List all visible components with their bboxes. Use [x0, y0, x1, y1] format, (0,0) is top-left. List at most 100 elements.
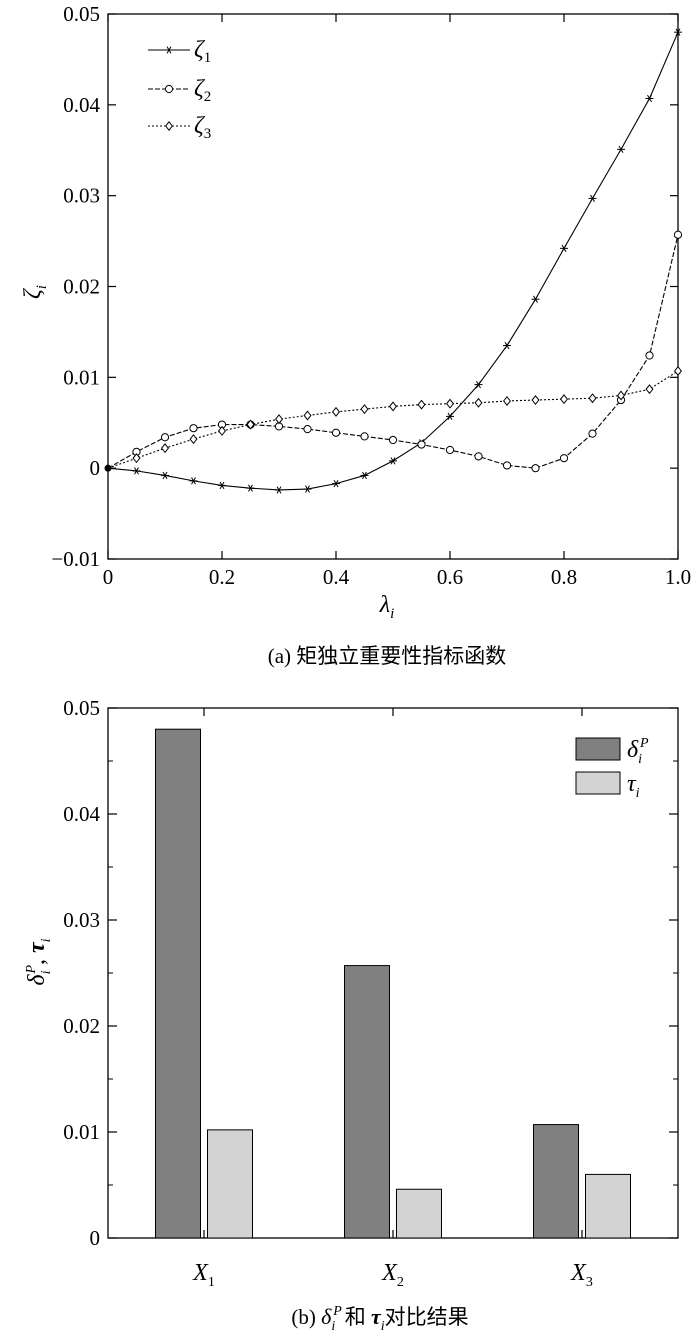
- data-point-zeta3: [160, 443, 170, 454]
- data-point-zeta2: [164, 84, 174, 94]
- legend-swatch-tau: [575, 771, 621, 795]
- series-line-zeta3: [107, 370, 679, 469]
- data-point-zeta3: [388, 401, 398, 412]
- data-point-zeta2: [645, 351, 654, 360]
- data-point-zeta2: [588, 429, 597, 438]
- data-point-zeta3: [531, 395, 540, 406]
- legend-label-delta: δiP: [627, 736, 649, 767]
- data-point-zeta3: [645, 384, 654, 395]
- origin-point: [104, 464, 112, 472]
- caption-b: (b) δiP 和 τi对比结果: [291, 1304, 468, 1334]
- line-chart-ticks: 0 0.2 0.4 0.6 0.8 1.0−0.0100.010.020.030.040.…: [51, 2, 691, 589]
- legend-label-tau: τi: [627, 771, 640, 801]
- category-label-x3: X3: [570, 1260, 593, 1290]
- y-tick-label-a: 0: [90, 456, 101, 480]
- data-point-zeta2: [474, 452, 483, 461]
- y-tick-label-a: 0.05: [63, 2, 100, 26]
- data-point-zeta1: [246, 484, 255, 492]
- data-point-zeta2: [331, 428, 341, 437]
- data-point-zeta2: [189, 424, 198, 433]
- y-tick-label-a: 0.03: [63, 184, 100, 208]
- data-point-zeta3: [189, 434, 198, 445]
- bar-tau-x1: [207, 1129, 253, 1239]
- bar-chart-ticks: 0 0.01 0.02 0.03 0.04 0.05: [63, 696, 678, 1250]
- y-axis-label-a: ζi: [20, 285, 50, 299]
- line-legend-swatches: [148, 46, 190, 132]
- data-point-zeta1: [275, 486, 283, 494]
- data-point-zeta1: [303, 485, 312, 493]
- data-point-zeta1: [474, 380, 483, 389]
- legend-swatch-delta: [575, 737, 621, 761]
- data-point-zeta1: [531, 295, 540, 303]
- y-tick-label-b: 0: [90, 1226, 101, 1250]
- data-point-zeta1: [165, 46, 173, 54]
- data-point-zeta2: [303, 425, 312, 434]
- data-point-zeta1: [503, 341, 511, 350]
- data-point-zeta2: [445, 445, 455, 455]
- data-point-zeta3: [588, 393, 597, 404]
- data-point-zeta1: [389, 457, 397, 465]
- legend-label-zeta1: ζ1: [194, 37, 211, 66]
- bar-delta-x2: [344, 965, 390, 1239]
- data-point-zeta2: [417, 440, 426, 449]
- y-tick-label-a: 0.02: [63, 275, 100, 299]
- y-tick-label-a: 0.01: [63, 365, 100, 389]
- data-point-zeta2: [502, 461, 512, 470]
- data-point-zeta1: [360, 471, 369, 480]
- legend-label-zeta2: ζ2: [194, 76, 211, 105]
- line-chart-series: [104, 28, 683, 494]
- data-point-zeta2: [531, 464, 540, 473]
- data-point-zeta1: [332, 479, 340, 488]
- data-point-zeta3: [132, 453, 141, 464]
- line-chart: 0 0.2 0.4 0.6 0.8 1.0−0.0100.010.020.030.040.…: [20, 2, 691, 668]
- data-point-zeta1: [588, 194, 597, 203]
- data-point-zeta3: [360, 404, 369, 415]
- x-axis-label-a: λi: [379, 592, 395, 622]
- x-tick-label-a: 0.6: [437, 565, 463, 589]
- data-point-zeta1: [189, 477, 198, 485]
- data-point-zeta2: [360, 432, 369, 441]
- y-tick-label-b: 0.05: [63, 696, 100, 720]
- caption-a: (a) 矩独立重要性指标函数: [268, 644, 507, 668]
- legend-label-zeta3: ζ3: [194, 113, 211, 142]
- bar-tau-x3: [585, 1173, 631, 1239]
- data-point-zeta1: [218, 481, 226, 490]
- bar-chart-bars: [155, 728, 631, 1239]
- data-point-zeta1: [645, 94, 654, 103]
- data-point-zeta2: [559, 454, 569, 463]
- y-tick-label-a: 0.04: [63, 93, 100, 117]
- data-point-zeta3: [673, 365, 683, 376]
- category-label-x2: X2: [381, 1260, 404, 1290]
- x-tick-label-a: 0.2: [209, 565, 235, 589]
- data-point-zeta3: [274, 414, 284, 425]
- bar-delta-x1: [155, 728, 201, 1239]
- x-tick-label-a: 0: [103, 565, 114, 589]
- y-tick-label-b: 0.01: [63, 1120, 100, 1144]
- data-point-zeta1: [132, 467, 141, 475]
- y-tick-label-a: −0.01: [51, 547, 100, 571]
- data-point-zeta3: [217, 425, 227, 436]
- x-tick-label-a: 0.4: [323, 565, 350, 589]
- bar-tau-x2: [396, 1188, 442, 1239]
- bar-legend: δiP τi: [575, 736, 649, 801]
- data-point-zeta3: [502, 395, 512, 406]
- category-label-x1: X1: [192, 1260, 215, 1290]
- data-point-zeta3: [303, 410, 312, 421]
- data-point-zeta3: [246, 419, 255, 430]
- data-point-zeta3: [445, 398, 455, 409]
- y-tick-label-b: 0.02: [63, 1014, 100, 1038]
- y-tick-label-b: 0.03: [63, 908, 100, 932]
- data-point-zeta1: [446, 412, 454, 421]
- data-point-zeta3: [331, 406, 341, 417]
- series-zeta2: [107, 230, 683, 473]
- data-point-zeta2: [388, 435, 398, 445]
- data-point-zeta3: [164, 120, 174, 132]
- data-point-zeta2: [160, 433, 170, 442]
- series-zeta3: [107, 365, 683, 469]
- data-point-zeta3: [559, 394, 569, 405]
- data-point-zeta1: [560, 244, 568, 253]
- data-point-zeta3: [417, 399, 426, 410]
- data-point-zeta2: [673, 230, 683, 239]
- data-point-zeta1: [161, 471, 169, 480]
